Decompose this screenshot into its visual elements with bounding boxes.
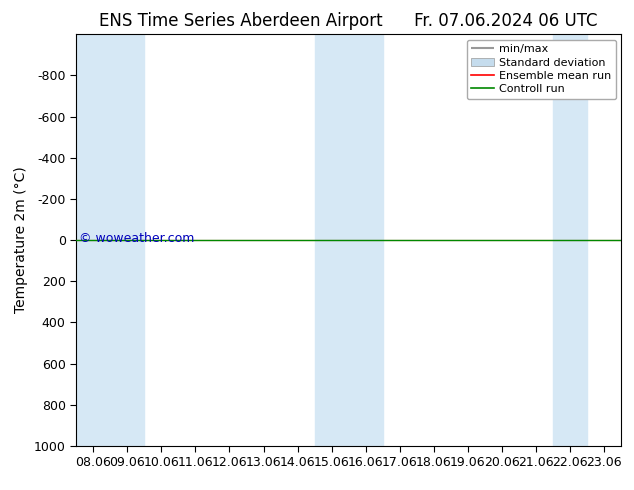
Title: ENS Time Series Aberdeen Airport      Fr. 07.06.2024 06 UTC: ENS Time Series Aberdeen Airport Fr. 07.… — [100, 12, 598, 30]
Bar — [76, 34, 144, 446]
Y-axis label: Temperature 2m (°C): Temperature 2m (°C) — [14, 167, 29, 314]
Bar — [314, 34, 383, 446]
Legend: min/max, Standard deviation, Ensemble mean run, Controll run: min/max, Standard deviation, Ensemble me… — [467, 40, 616, 99]
Bar — [553, 34, 587, 446]
Text: © woweather.com: © woweather.com — [79, 232, 194, 245]
